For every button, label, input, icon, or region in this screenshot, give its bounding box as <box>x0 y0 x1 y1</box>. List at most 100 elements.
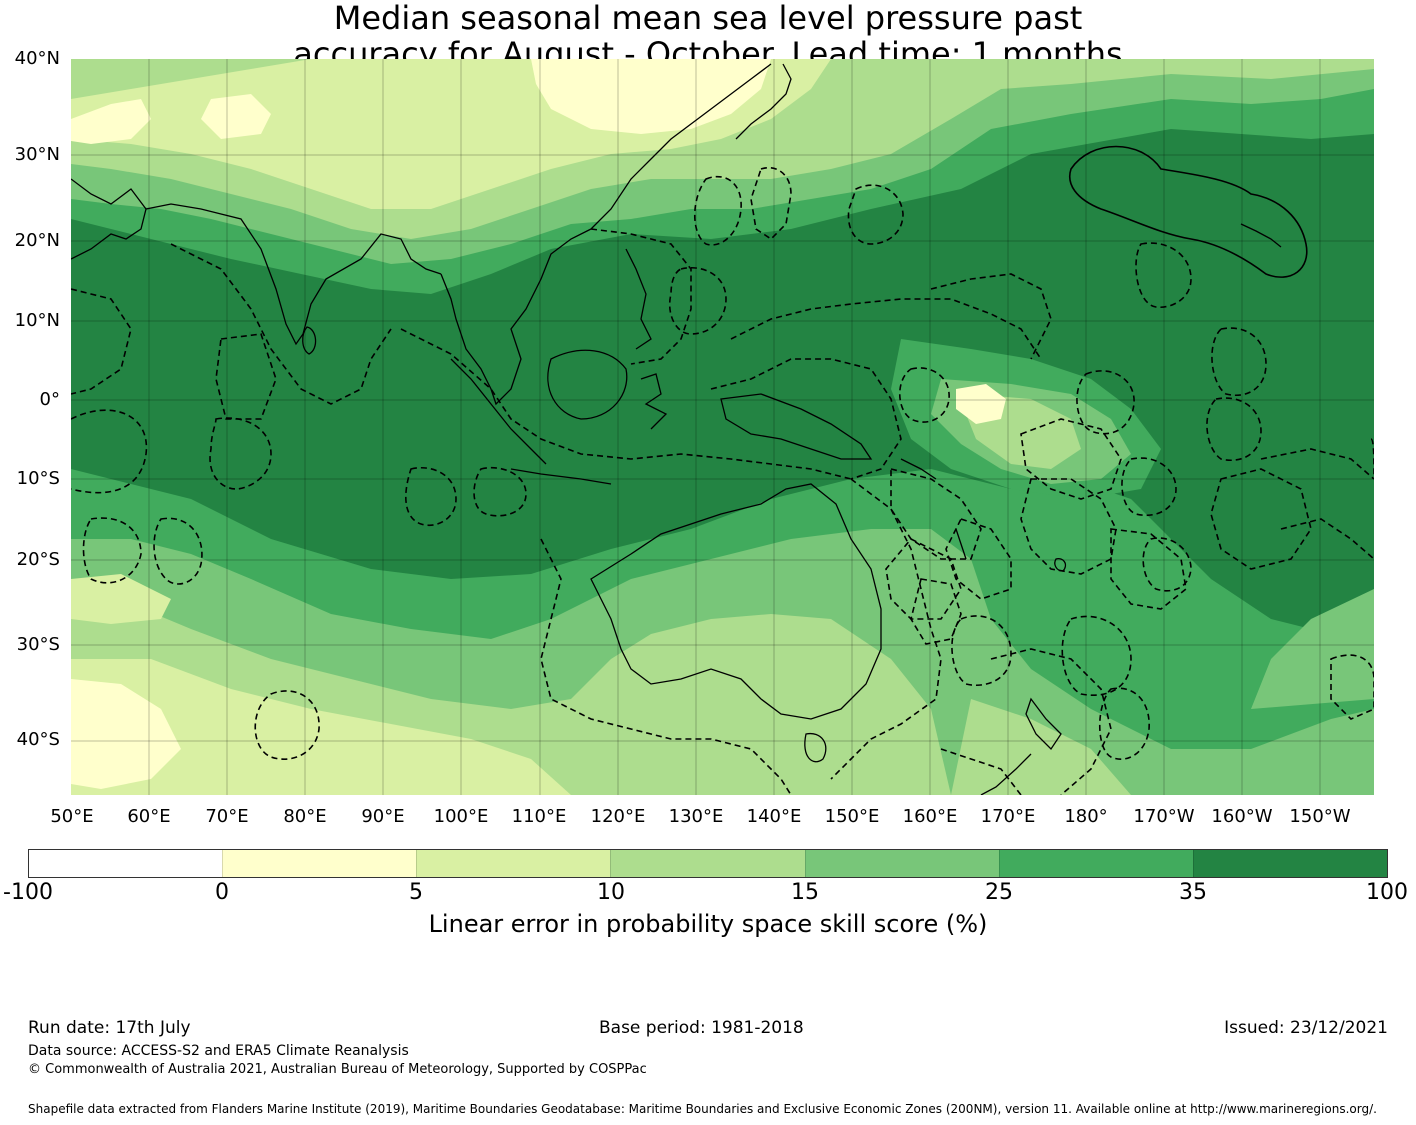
lon-label-50e: 50°E <box>50 806 94 827</box>
eez-marshall <box>930 273 1052 360</box>
colorbar-tick: 0 <box>215 880 229 905</box>
coastline-new-guinea <box>720 393 873 460</box>
eez-chatham <box>1098 687 1150 760</box>
coastline-sumatra <box>450 358 547 465</box>
eez-australia-west <box>540 538 792 795</box>
colorbar-tick: 100 <box>1366 880 1408 905</box>
lat-label-20n: 20°N <box>14 230 60 251</box>
lon-label-70e: 70°E <box>205 806 249 827</box>
eez-southeast <box>1330 654 1374 720</box>
eez-tuvalu <box>1020 418 1122 500</box>
coastline-japan <box>735 63 792 140</box>
eez-new-zealand <box>990 648 1112 795</box>
data-source: Data source: ACCESS-S2 and ERA5 Climate … <box>28 1043 409 1059</box>
eez-marianas <box>694 175 742 246</box>
coastline-indochina <box>440 228 592 406</box>
lon-label-160w: 160°W <box>1211 806 1273 827</box>
lat-label-30n: 30°N <box>14 144 60 165</box>
eez-french-polynesia <box>1260 448 1374 480</box>
coastline-philippines <box>625 248 652 350</box>
coastline-sulawesi <box>640 373 668 430</box>
coastline-hawaii <box>1240 223 1282 248</box>
lon-label-170w: 170°W <box>1133 806 1195 827</box>
colorbar-tick: 35 <box>1179 880 1207 905</box>
eez-line-islands <box>1211 327 1267 396</box>
skill-region-0-5-equator <box>956 384 1006 424</box>
skill-region-5-10-indian <box>71 574 171 624</box>
lon-label-120e: 120°E <box>590 806 646 827</box>
coastline-java <box>510 468 612 485</box>
eez-samoa <box>1121 457 1177 516</box>
lon-label-140e: 140°E <box>746 806 802 827</box>
lon-label-90e: 90°E <box>361 806 405 827</box>
eez-kermadec <box>1061 615 1132 696</box>
coastline-tasmania <box>804 732 827 763</box>
eez-wake <box>847 184 904 245</box>
skill-region-0-5-north-west <box>71 99 151 144</box>
eez-vanuatu <box>945 518 1012 600</box>
eez-subantarctic <box>940 748 1022 795</box>
colorbar-segment <box>222 850 417 877</box>
lon-label-130e: 130°E <box>668 806 724 827</box>
eez-mauritius <box>82 517 142 584</box>
lon-label-170e: 170°E <box>980 806 1036 827</box>
lon-label-80e: 80°E <box>283 806 327 827</box>
coastlines <box>71 63 1282 795</box>
eez-seychelles <box>71 409 148 494</box>
eez-cook <box>1210 468 1312 570</box>
eez-chagos <box>209 417 272 490</box>
skill-region-0-5-north-china <box>531 59 771 134</box>
skill-region-0-5-tibet <box>201 94 271 139</box>
colorbar-tick: 25 <box>985 880 1013 905</box>
skill-region-15-25-east <box>1251 589 1374 709</box>
eez-arabian-sea <box>71 288 132 395</box>
lon-label-60e: 60°E <box>127 806 171 827</box>
eez-australia-east <box>830 478 942 780</box>
lat-label-10s: 10°S <box>16 468 60 489</box>
lat-label-20s: 20°S <box>16 549 60 570</box>
eez-fsm <box>730 298 1042 360</box>
lat-label-0: 0° <box>39 389 60 410</box>
colorbar-segment <box>416 850 611 877</box>
colorbar-segment <box>610 850 805 877</box>
skill-region-0-5-south-indian <box>71 679 181 789</box>
skill-region-10-15-tasman <box>951 699 1131 795</box>
colorbar-tick: 5 <box>409 880 423 905</box>
map-title: Median seasonal mean sea level pressure … <box>0 0 1416 72</box>
copyright: © Commonwealth of Australia 2021, Austra… <box>28 1062 647 1077</box>
colorbar-segment <box>1192 850 1387 877</box>
run-date: Run date: 17th July <box>28 1018 191 1038</box>
lat-label-40n: 40°N <box>14 48 60 69</box>
coastline-india <box>145 203 442 346</box>
colorbar-segment <box>29 850 223 877</box>
eez-howland <box>1206 397 1262 461</box>
colorbar-label: Linear error in probability space skill … <box>428 910 988 938</box>
eez-tonga <box>1110 528 1187 610</box>
colorbar <box>28 849 1388 878</box>
lon-label-150e: 150°E <box>824 806 880 827</box>
eez-norfolk <box>951 615 1012 686</box>
eez-philippines <box>590 228 692 365</box>
coastline-vanuatu <box>955 528 967 560</box>
lat-label-30s: 30°S <box>16 634 60 655</box>
eez-lord-howe <box>910 578 962 645</box>
eez-johnston <box>1135 242 1192 308</box>
eez-boundaries <box>71 167 1374 795</box>
eez-indonesia <box>400 328 852 480</box>
eez-nauru <box>899 367 950 423</box>
colorbar-tick: 15 <box>791 880 819 905</box>
eez-maldives <box>215 333 277 420</box>
map-title-line-1: Median seasonal mean sea level pressure … <box>333 0 1083 37</box>
lat-label-10n: 10°N <box>14 310 60 331</box>
eez-marquesas <box>1370 438 1374 480</box>
eez-kerguelen <box>254 690 320 760</box>
eez-solomon <box>890 467 982 560</box>
lon-label-180: 180° <box>1064 806 1108 827</box>
coastline-australia <box>590 483 882 720</box>
colorbar-tick: 10 <box>597 880 625 905</box>
coastline-new-zealand-north <box>1025 697 1062 751</box>
issued-date: Issued: 23/12/2021 <box>1224 1018 1388 1038</box>
eez-hawaii <box>1069 145 1308 278</box>
coastline-china <box>590 63 772 230</box>
coastline-borneo <box>547 349 628 420</box>
